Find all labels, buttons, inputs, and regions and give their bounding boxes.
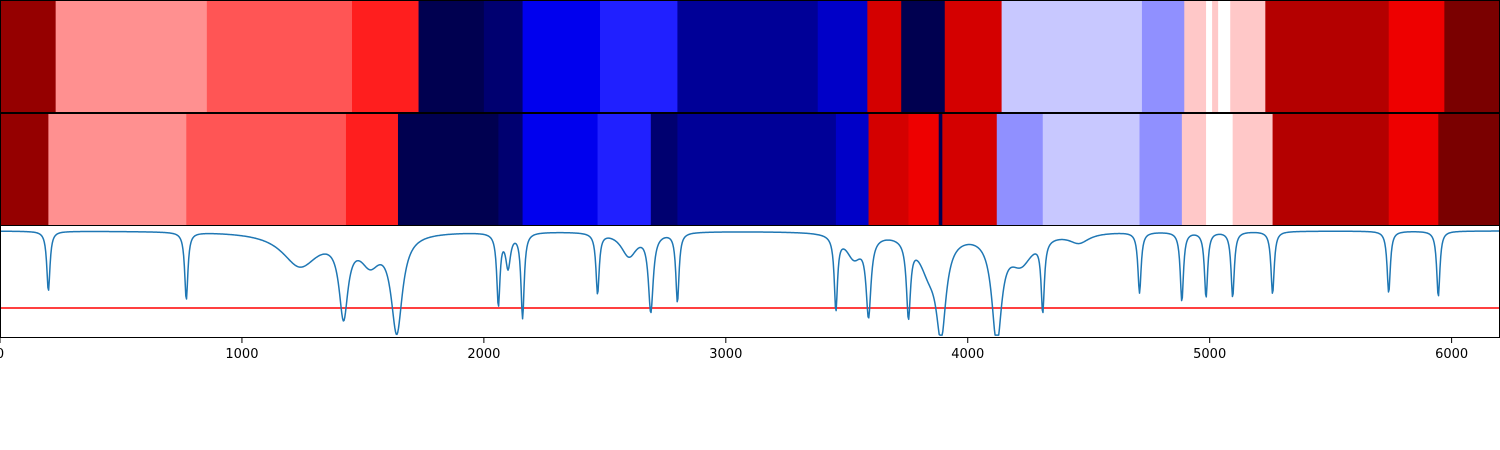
- heatmap-cell-r1-14: [942, 113, 998, 225]
- heatmap-cell-r0-6: [522, 1, 601, 113]
- x-tick-label-0: 0: [0, 347, 4, 362]
- heatmap-cell-r0-22: [1444, 1, 1500, 113]
- heatmap-row-top: [0, 1, 1500, 113]
- x-tick-label-6000: 6000: [1435, 347, 1468, 362]
- heatmap-cell-r0-8: [677, 1, 819, 113]
- x-tick-label-3000: 3000: [709, 347, 742, 362]
- heatmap-cell-r1-20: [1232, 113, 1274, 225]
- x-tick-label-4000: 4000: [951, 347, 984, 362]
- x-tick-label-5000: 5000: [1193, 347, 1226, 362]
- heatmap-cell-r0-12: [944, 1, 1003, 113]
- heatmap-cell-r0-9: [817, 1, 868, 113]
- heatmap-cell-r0-17: [1212, 1, 1219, 113]
- heatmap-cell-r0-10: [867, 1, 902, 113]
- heatmap-cell-r1-7: [597, 113, 652, 225]
- x-tick-label-2000: 2000: [467, 347, 500, 362]
- heatmap-cell-r0-4: [418, 1, 485, 113]
- heatmap-cell-r0-11: [901, 1, 946, 113]
- heatmap-cell-r1-3: [345, 113, 399, 225]
- heatmap-cell-r0-14: [1141, 1, 1185, 113]
- heatmap-cell-r0-13: [1001, 1, 1143, 113]
- heatmap-cell-r0-20: [1265, 1, 1390, 113]
- heatmap-cell-r0-0: [0, 1, 57, 113]
- heatmap-cell-r0-2: [206, 1, 353, 113]
- heatmap-cell-r1-0: [0, 113, 49, 225]
- heatmap-cell-r1-10: [835, 113, 870, 225]
- heatmap-cell-r1-17: [1139, 113, 1183, 225]
- line-panel-background: [0, 226, 1500, 337]
- heatmap-cell-r1-5: [498, 113, 524, 225]
- heatmap-cell-r1-18: [1181, 113, 1207, 225]
- heatmap-cell-r1-9: [677, 113, 837, 225]
- heatmap-cell-r1-12: [908, 113, 940, 225]
- heatmap-cell-r0-18: [1218, 1, 1231, 113]
- heatmap-cell-r0-21: [1388, 1, 1445, 113]
- heatmap-cell-r1-16: [1042, 113, 1141, 225]
- heatmap-cell-r1-21: [1272, 113, 1390, 225]
- heatmap-cell-r1-11: [868, 113, 910, 225]
- heatmap-cell-r0-7: [600, 1, 679, 113]
- x-axis: 0 1000 2000 3000 4000 5000 6000: [0, 338, 1468, 362]
- heatmap-row-bottom: [0, 113, 1500, 225]
- line-panel: [0, 226, 1500, 337]
- heatmap-cell-r1-4: [397, 113, 499, 225]
- heatmap-cell-r1-19: [1206, 113, 1234, 225]
- heatmap-cell-r0-5: [483, 1, 524, 113]
- series-line: [0, 230, 1500, 336]
- heatmap-cell-r1-8: [650, 113, 679, 225]
- heatmap-cell-r1-22: [1388, 113, 1439, 225]
- heatmap-cell-r1-2: [186, 113, 347, 225]
- heatmap-cell-r0-19: [1230, 1, 1266, 113]
- heatmap-cell-r0-1: [55, 1, 208, 113]
- heatmap-cell-r1-15: [996, 113, 1044, 225]
- heatmap-cell-r1-23: [1438, 113, 1500, 225]
- heatmap-cell-r1-13: [938, 113, 943, 225]
- heatmap-cell-r0-16: [1206, 1, 1213, 113]
- x-tick-label-1000: 1000: [225, 347, 258, 362]
- heatmap-cell-r1-1: [48, 113, 187, 225]
- heatmap-cell-r0-3: [352, 1, 420, 113]
- heatmap-cell-r1-6: [522, 113, 599, 225]
- heatmap-cell-r0-15: [1184, 1, 1207, 113]
